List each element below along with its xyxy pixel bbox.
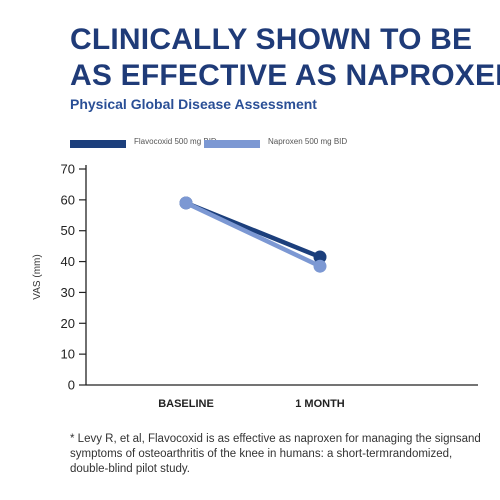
y-axis-label: VAS (mm)	[32, 254, 43, 299]
x-tick-label-baseline: BASELINE	[158, 398, 214, 410]
data-point-naproxen-1-month	[313, 259, 327, 273]
series-line-naproxen	[183, 200, 323, 269]
line-chart: 0 10 20 30 40 50 60 70 VAS (mm) BASELINE 1 MONTH	[32, 162, 478, 410]
y-tick-label-70: 70	[61, 162, 75, 177]
data-point-flavocoxid-1-month	[313, 250, 327, 264]
headline-line-1: CLINICALLY SHOWN TO BE	[70, 23, 473, 56]
legend-label-naproxen: Naproxen 500 mg BID	[268, 137, 348, 146]
legend: Flavocoxid 500 mg BID Naproxen 500 mg BI…	[70, 136, 490, 152]
footnote: * Levy R, et al, Flavocoxid is as effect…	[70, 433, 481, 475]
x-tick-label-1-month: 1 MONTH	[295, 398, 345, 410]
y-tick-label-20: 20	[61, 316, 75, 331]
legend-swatch-naproxen	[204, 140, 260, 148]
headline-line-2: AS EFFECTIVE AS NAPROXEN	[70, 59, 500, 92]
y-tick-label-60: 60	[61, 192, 75, 207]
y-tick-label-30: 30	[61, 285, 75, 300]
y-tick-label-40: 40	[61, 254, 75, 269]
headline: CLINICALLY SHOWN TO BE AS EFFECTIVE AS N…	[70, 22, 500, 94]
legend-swatch-flavocoxid	[70, 140, 126, 148]
legend-label-flavocoxid: Flavocoxid 500 mg BID	[134, 137, 217, 146]
y-tick-label-50: 50	[61, 223, 75, 238]
y-tick-label-0: 0	[68, 378, 75, 393]
data-point-naproxen-baseline	[179, 196, 193, 210]
y-tick-label-10: 10	[61, 347, 75, 362]
chart-title: Physical Global Disease Assessment	[70, 96, 317, 112]
